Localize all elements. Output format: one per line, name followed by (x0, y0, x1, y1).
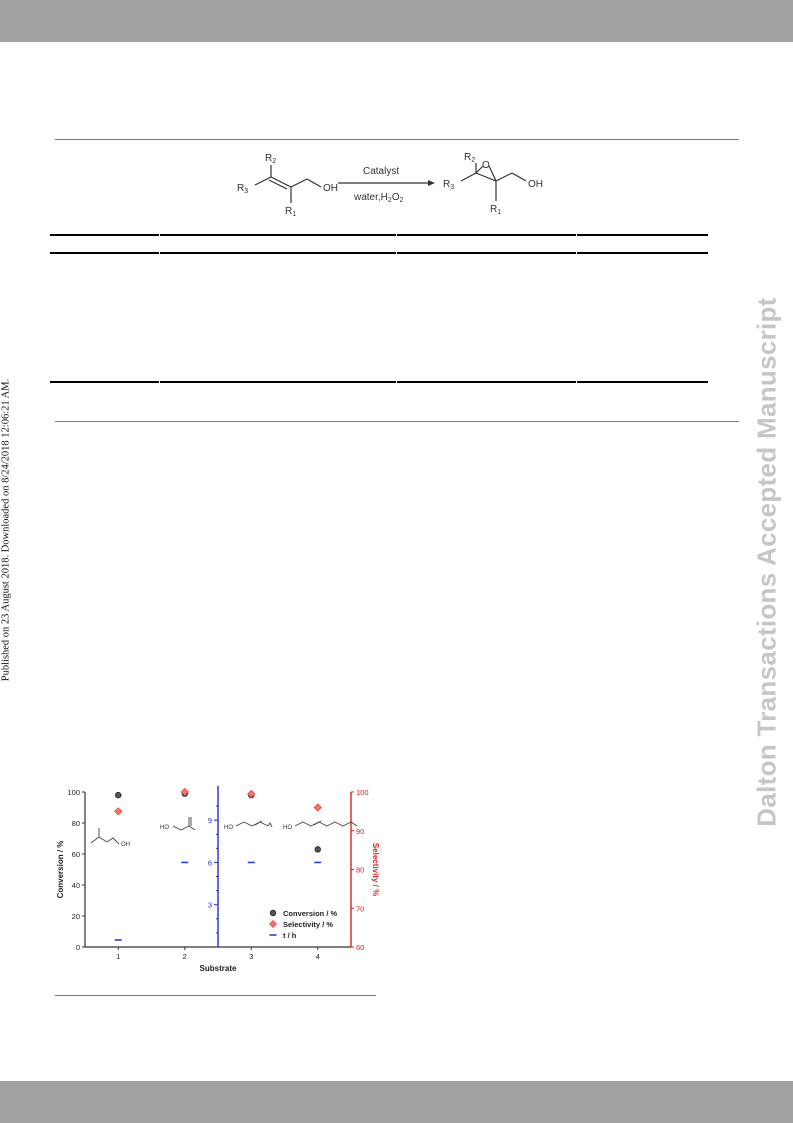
table-top-rule (50, 234, 708, 236)
substrate-structure-label: HO (160, 825, 169, 831)
substrate-structure-label: HO (283, 825, 292, 831)
arrow-conditions-label: water,H2O2 (353, 192, 404, 204)
selectivity-point (114, 807, 123, 816)
left-tick-label: 60 (72, 850, 80, 859)
footer-band (0, 1081, 793, 1123)
left-tick-label: 20 (72, 912, 80, 921)
scheme-top-rule (55, 139, 739, 140)
time-tick-label: 3 (208, 901, 212, 910)
product-oh: OH (528, 179, 543, 190)
x-tick-label: 4 (316, 952, 320, 961)
table-header-rule (50, 252, 708, 254)
conversion-point (314, 846, 321, 853)
conversion-point (115, 791, 122, 799)
time-tick-label: 6 (208, 858, 212, 867)
figure-bottom-rule (55, 995, 376, 996)
legend-label: Selectivity / % (283, 920, 333, 929)
legend-label: t / h (283, 931, 297, 940)
left-tick-label: 40 (72, 881, 80, 890)
x-tick-label: 1 (116, 952, 120, 961)
x-axis-label: Substrate (200, 964, 237, 973)
header-band (0, 0, 793, 42)
scheme-bottom-rule (55, 421, 739, 422)
product-epoxide-o: O (482, 160, 490, 171)
substrate-structure-label: HO (224, 825, 233, 831)
selectivity-point (313, 803, 322, 812)
selectivity-point (247, 789, 256, 799)
reactant-r1: R1 (285, 206, 296, 218)
substrate-structure-label: OH (121, 842, 130, 848)
table-bottom-rule (50, 381, 708, 383)
x-tick-label: 2 (183, 952, 187, 961)
legend-label: Conversion / % (283, 909, 338, 918)
legend-conversion-marker (269, 909, 277, 917)
right-tick-label: 60 (356, 943, 364, 952)
reaction-scheme: R2 R3 R1 OH Catalyst water,H2O2 R2 O R3 … (237, 152, 543, 218)
x-tick-label: 3 (249, 952, 253, 961)
right-axis-label: Selectivity / % (371, 843, 380, 896)
right-tick-label: 80 (356, 866, 364, 875)
left-tick-label: 0 (76, 943, 80, 952)
product-r2: R2 (464, 152, 475, 164)
reactant-r2: R2 (265, 153, 276, 165)
right-tick-label: 70 (356, 904, 364, 913)
right-tick-label: 90 (356, 827, 364, 836)
left-axis-label: Conversion / % (56, 841, 65, 899)
time-tick-label: 9 (208, 816, 212, 825)
reactant-oh: OH (323, 183, 338, 194)
product-r1: R1 (490, 204, 501, 216)
right-tick-label: 100 (356, 788, 369, 797)
arrow-catalyst-label: Catalyst (363, 166, 399, 177)
left-tick-label: 80 (72, 819, 80, 828)
reactant-r3: R3 (237, 183, 248, 195)
product-r3: R3 (443, 179, 454, 191)
left-tick-label: 100 (67, 788, 80, 797)
legend-selectivity-marker (269, 920, 277, 928)
selectivity-point (180, 787, 189, 797)
